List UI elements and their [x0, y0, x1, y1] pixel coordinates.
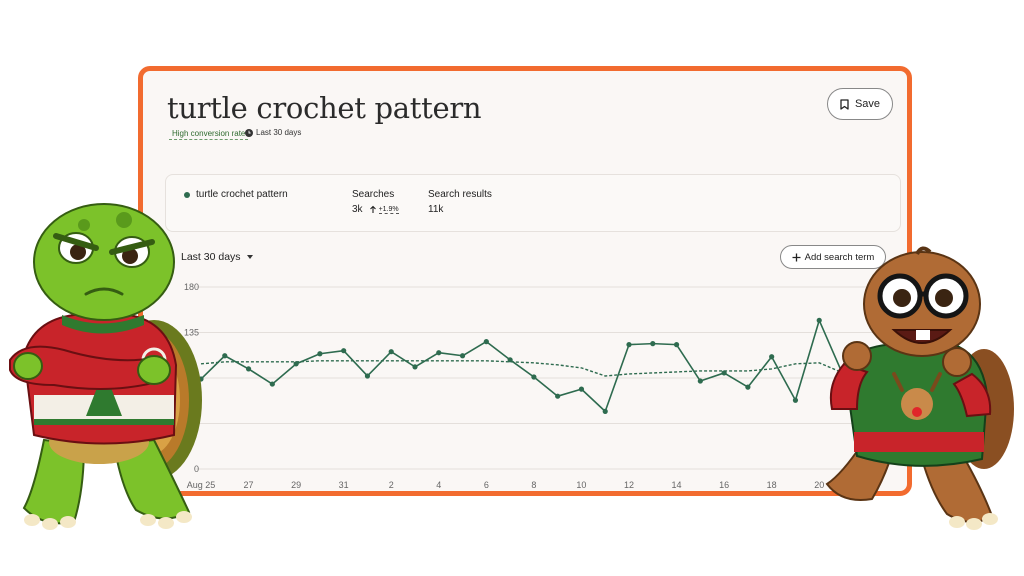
data-point [531, 374, 537, 380]
data-point [792, 397, 799, 403]
chevron-down-icon [246, 255, 253, 259]
data-point [245, 366, 252, 372]
searches-delta[interactable]: +1.9% [378, 205, 399, 214]
x-tick-label: 10 [576, 480, 586, 490]
data-point [436, 350, 442, 356]
green-turtle-sweater-mascot [9, 203, 202, 530]
page-title: turtle crochet pattern [167, 91, 482, 125]
data-point [222, 353, 228, 359]
searches-delta-group: +1.9% [369, 205, 399, 214]
bookmark-icon [840, 98, 849, 110]
data-point [721, 370, 727, 376]
clock-icon [245, 128, 253, 137]
conversion-badge[interactable]: High conversion rate [169, 128, 249, 140]
time-range-tag: Last 30 days [245, 128, 301, 137]
x-tick-label: 8 [531, 480, 536, 490]
x-tick-label: 20 [814, 480, 824, 490]
x-tick-label: 14 [672, 480, 682, 490]
x-tick-label: 29 [291, 480, 301, 490]
data-point [459, 353, 466, 359]
data-point [697, 378, 703, 384]
x-tick-label: 12 [624, 480, 634, 490]
x-tick-label: 18 [767, 480, 777, 490]
x-tick-label: Aug 25 [187, 480, 216, 490]
brown-turtle-glasses-mascot [825, 246, 1014, 530]
add-search-term-label: Add search term [804, 251, 875, 263]
plus-icon [792, 253, 801, 261]
series-dot [184, 191, 190, 198]
data-point [317, 351, 323, 357]
data-point [626, 342, 632, 348]
search-volume-chart: 04590135180Aug 2527293124681012141618202… [184, 282, 888, 490]
data-point [388, 349, 394, 355]
time-range-text: Last 30 days [256, 128, 302, 137]
searches-value: 3k [352, 204, 363, 215]
x-tick-label: 27 [244, 480, 254, 490]
data-point [578, 386, 585, 392]
data-point [555, 393, 561, 399]
data-point [673, 342, 680, 348]
data-point [816, 317, 822, 323]
y-tick-label: 0 [194, 464, 199, 474]
date-range-dropdown[interactable]: Last 30 days [181, 251, 253, 263]
trend-line [200, 360, 844, 377]
data-point [602, 408, 608, 414]
add-search-term-button[interactable]: Add search term [780, 245, 886, 269]
results-label: Search results [428, 189, 492, 200]
searches-label: Searches [352, 189, 395, 200]
results-value: 11k [428, 204, 444, 215]
keyword-insight-panel: turtle crochet pattern High conversion r… [138, 66, 912, 496]
arrow-up-icon [369, 205, 376, 213]
x-tick-label: 16 [719, 480, 729, 490]
x-tick-label: 6 [484, 480, 489, 490]
search-term-legend: turtle crochet pattern [184, 189, 288, 200]
data-point [412, 364, 418, 370]
x-tick-label: 31 [339, 480, 349, 490]
data-point [650, 341, 656, 347]
data-point [769, 354, 775, 360]
search-term-label: turtle crochet pattern [196, 189, 288, 200]
y-tick-label: 180 [184, 282, 199, 292]
data-point [507, 357, 513, 363]
date-range-label: Last 30 days [181, 251, 241, 263]
x-tick-label: 4 [436, 480, 441, 490]
searches-value-row: 3k +1.9% [352, 204, 399, 215]
data-point [293, 361, 299, 367]
save-label: Save [854, 98, 881, 110]
data-point [364, 373, 371, 379]
data-point [483, 339, 489, 345]
save-button[interactable]: Save [827, 88, 893, 120]
x-tick-label: 2 [389, 480, 394, 490]
series-line [200, 319, 844, 413]
data-point [341, 348, 347, 354]
stats-card: turtle crochet pattern Searches 3k +1.9%… [165, 174, 901, 232]
y-tick-label: 135 [184, 328, 199, 338]
data-point [269, 381, 275, 387]
data-point [745, 384, 751, 390]
